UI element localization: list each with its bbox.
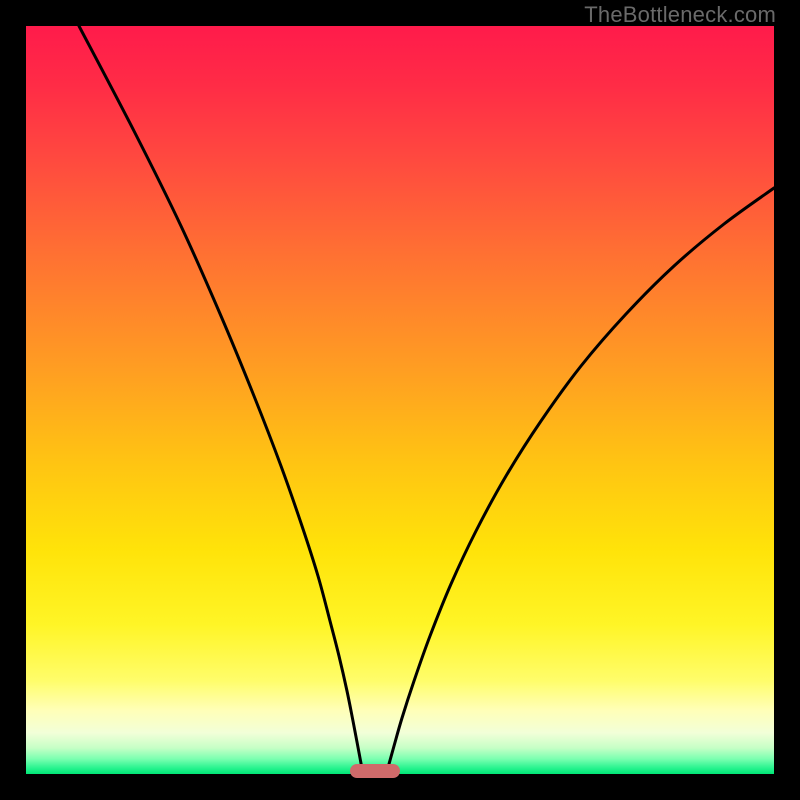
chart-container: TheBottleneck.com bbox=[0, 0, 800, 800]
optimal-marker bbox=[350, 764, 400, 778]
watermark-text: TheBottleneck.com bbox=[584, 2, 776, 28]
bottleneck-chart bbox=[0, 0, 800, 800]
